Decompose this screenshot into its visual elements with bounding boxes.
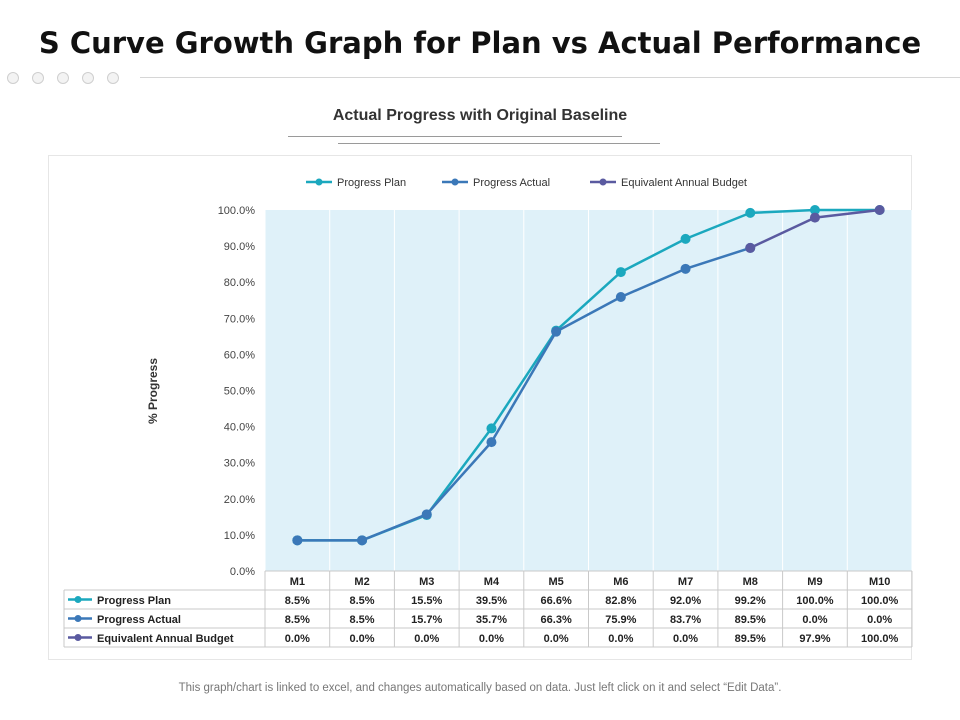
dot-5 xyxy=(107,72,119,84)
x-category-label: M9 xyxy=(807,576,822,588)
table-cell-value: 89.5% xyxy=(735,633,766,645)
chart-title-underline-2 xyxy=(338,143,660,144)
data-point-progress-plan[interactable] xyxy=(486,423,497,434)
table-cell-value: 75.9% xyxy=(605,614,636,626)
data-point-progress-actual[interactable] xyxy=(486,437,497,448)
legend-marker xyxy=(451,178,459,186)
y-tick-label: 50.0% xyxy=(224,386,255,398)
data-point-progress-plan[interactable] xyxy=(745,207,756,218)
table-key-marker xyxy=(74,634,82,641)
y-tick-label: 0.0% xyxy=(230,566,255,578)
x-category-label: M5 xyxy=(549,576,564,588)
dot-3 xyxy=(57,72,69,84)
dot-2 xyxy=(32,72,44,84)
table-cell-value: 15.7% xyxy=(411,614,442,626)
legend-marker xyxy=(315,178,323,186)
table-cell-value: 0.0% xyxy=(350,633,375,645)
table-cell-value: 0.0% xyxy=(544,633,569,645)
legend-label: Equivalent Annual Budget xyxy=(621,177,747,189)
table-key-marker xyxy=(74,596,82,603)
table-cell-value: 97.9% xyxy=(799,633,830,645)
y-axis-title: % Progress xyxy=(146,358,160,424)
table-cell-value: 82.8% xyxy=(605,595,636,607)
table-cell-value: 100.0% xyxy=(861,633,899,645)
table-cell-value: 15.5% xyxy=(411,595,442,607)
data-point-progress-actual[interactable] xyxy=(421,509,432,520)
table-cell-value: 66.3% xyxy=(541,614,572,626)
table-cell-value: 0.0% xyxy=(673,633,698,645)
data-point-equivalent-annual-budget[interactable] xyxy=(745,242,756,253)
legend-item-3[interactable]: Equivalent Annual Budget xyxy=(590,177,747,189)
x-category-label: M10 xyxy=(869,576,890,588)
table-cell-value: 35.7% xyxy=(476,614,507,626)
dot-4 xyxy=(82,72,94,84)
table-cell-value: 0.0% xyxy=(414,633,439,645)
legend-marker xyxy=(599,178,607,186)
table-series-key xyxy=(68,615,92,622)
footnote: This graph/chart is linked to excel, and… xyxy=(178,682,782,694)
x-category-label: M2 xyxy=(354,576,369,588)
y-tick-label: 90.0% xyxy=(224,241,255,253)
data-point-progress-actual[interactable] xyxy=(357,535,368,546)
y-tick-label: 100.0% xyxy=(218,205,256,217)
y-tick-label: 30.0% xyxy=(224,458,255,470)
x-category-label: M6 xyxy=(613,576,628,588)
data-point-progress-actual[interactable] xyxy=(680,263,691,274)
table-series-name: Equivalent Annual Budget xyxy=(97,633,234,645)
y-tick-label: 70.0% xyxy=(224,313,255,325)
table-cell-value: 99.2% xyxy=(735,595,766,607)
y-tick-label: 40.0% xyxy=(224,422,255,434)
table-cell-value: 83.7% xyxy=(670,614,701,626)
table-series-name: Progress Plan xyxy=(97,595,171,607)
data-point-progress-plan[interactable] xyxy=(809,205,820,215)
data-point-progress-actual[interactable] xyxy=(292,535,303,546)
table-cell-value: 66.6% xyxy=(541,595,572,607)
x-category-label: M7 xyxy=(678,576,693,588)
legend-item-2[interactable]: Progress Actual xyxy=(442,177,550,189)
x-category-label: M1 xyxy=(290,576,305,588)
y-tick-label: 80.0% xyxy=(224,277,255,289)
table-cell-value: 100.0% xyxy=(796,595,834,607)
header-divider xyxy=(140,77,960,78)
data-point-progress-plan[interactable] xyxy=(615,267,626,278)
table-cell-value: 39.5% xyxy=(476,595,507,607)
table-key-marker xyxy=(74,615,82,622)
table-cell-value: 0.0% xyxy=(479,633,504,645)
table-cell-value: 8.5% xyxy=(285,614,310,626)
table-cell-value: 100.0% xyxy=(861,595,899,607)
data-point-equivalent-annual-budget[interactable] xyxy=(874,205,885,215)
slide-title: S Curve Growth Graph for Plan vs Actual … xyxy=(38,26,922,60)
series-line-progress-actual xyxy=(297,246,751,542)
data-point-equivalent-annual-budget[interactable] xyxy=(809,212,820,223)
table-cell-value: 8.5% xyxy=(350,614,375,626)
legend-label: Progress Actual xyxy=(473,177,550,189)
legend-label: Progress Plan xyxy=(337,177,406,189)
x-category-label: M8 xyxy=(743,576,758,588)
table-cell-value: 8.5% xyxy=(350,595,375,607)
dot-1 xyxy=(7,72,19,84)
chart-title-underline xyxy=(288,136,622,137)
x-category-label: M3 xyxy=(419,576,434,588)
table-series-name: Progress Actual xyxy=(97,614,181,626)
table-cell-value: 0.0% xyxy=(285,633,310,645)
table-cell-value: 0.0% xyxy=(867,614,892,626)
table-cell-value: 89.5% xyxy=(735,614,766,626)
chart-title: Actual Progress with Original Baseline xyxy=(332,107,628,124)
data-point-progress-actual[interactable] xyxy=(615,292,626,303)
x-category-label: M4 xyxy=(484,576,500,588)
table-cell-value: 8.5% xyxy=(285,595,310,607)
table-cell-value: 92.0% xyxy=(670,595,701,607)
legend-item-1[interactable]: Progress Plan xyxy=(306,177,406,189)
table-cell-value: 0.0% xyxy=(802,614,827,626)
table-cell-value: 0.0% xyxy=(608,633,633,645)
data-point-progress-plan[interactable] xyxy=(680,233,691,244)
data-point-progress-actual[interactable] xyxy=(551,326,562,337)
y-tick-label: 20.0% xyxy=(224,494,255,506)
y-tick-label: 60.0% xyxy=(224,349,255,361)
y-tick-label: 10.0% xyxy=(224,530,255,542)
table-series-key xyxy=(68,634,92,641)
table-series-key xyxy=(68,596,92,603)
